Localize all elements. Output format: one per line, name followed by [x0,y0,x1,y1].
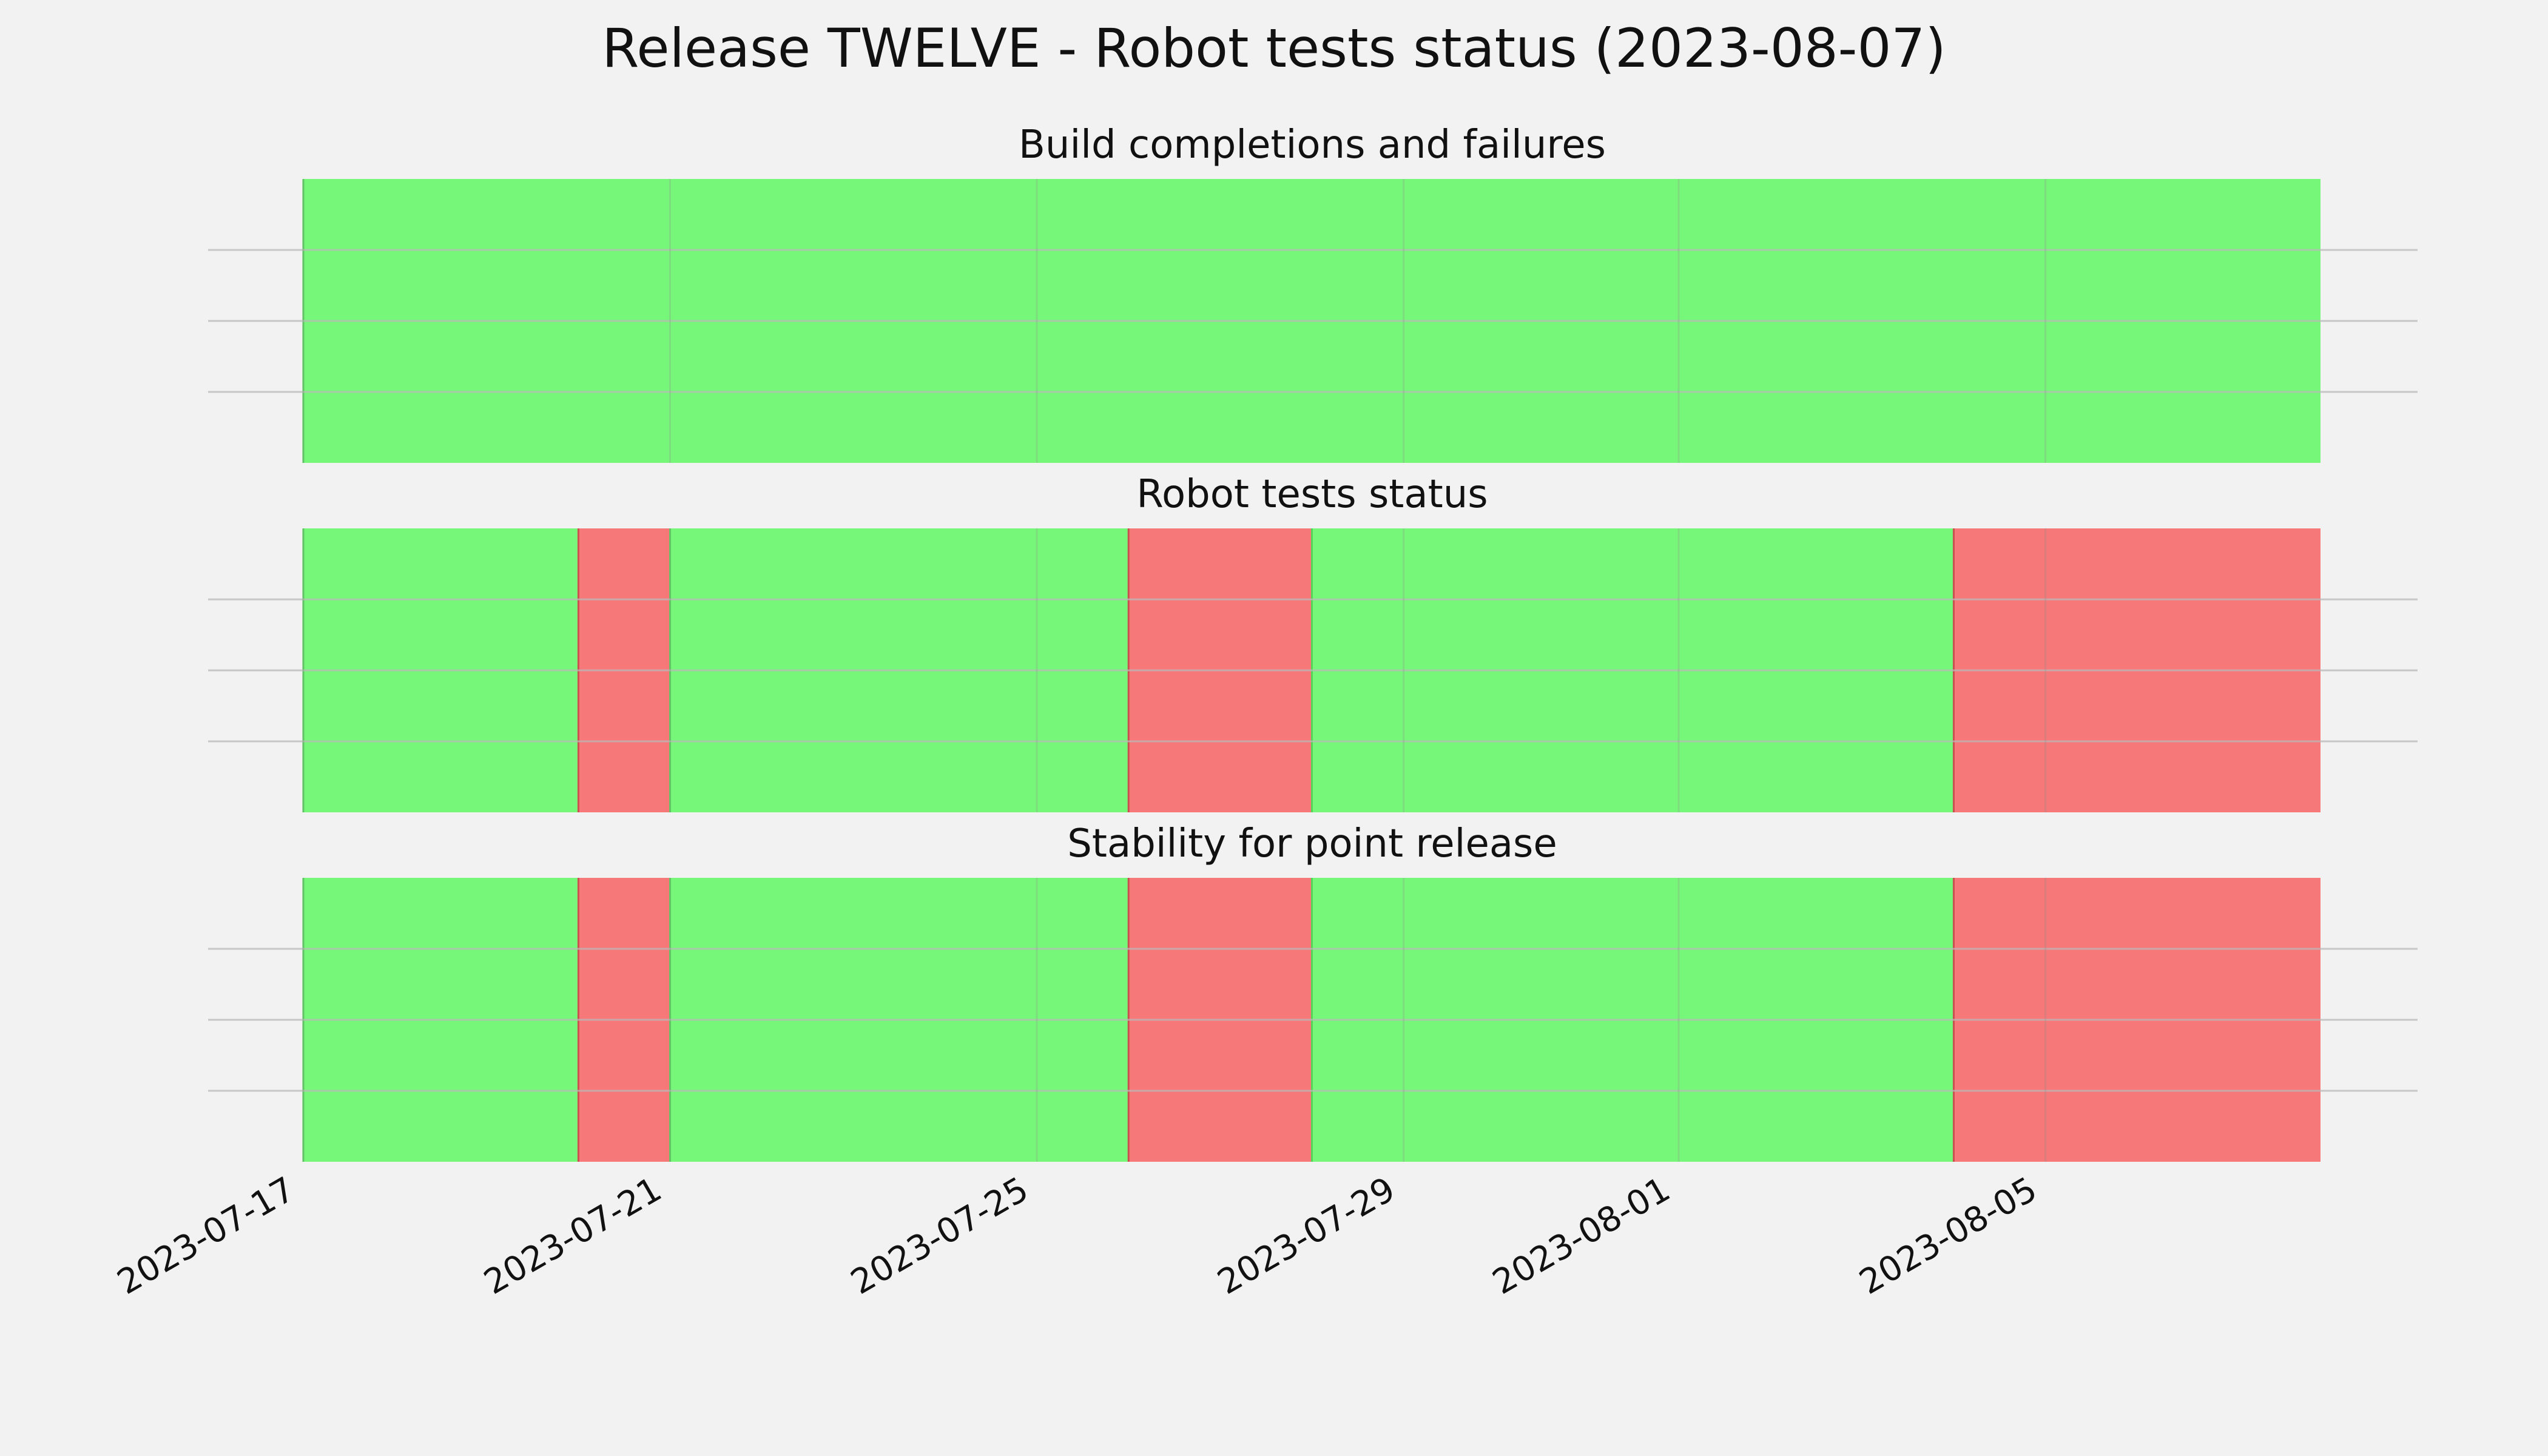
x-tick-label: 2023-07-29 [1211,1170,1401,1303]
panel-title: Build completions and failures [1019,123,1606,167]
x-tick-label: 2023-07-25 [844,1170,1035,1303]
x-axis: 2023-07-17 2023-07-21 2023-07-25 2023-07-29… [111,1170,2044,1303]
chart-title: Release TWELVE - Robot tests status (202… [602,17,1946,79]
panel-title: Robot tests status [1136,472,1488,517]
x-tick-label: 2023-07-21 [477,1170,668,1303]
panel-3: Stability for point release [208,821,2418,1162]
panel-1: Build completions and failures [208,123,2418,463]
panel-2: Robot tests status [208,472,2418,812]
panels: Build completions and failures Robot test… [208,123,2418,1162]
x-tick-label: 2023-08-01 [1486,1170,1677,1303]
panel-title: Stability for point release [1067,821,1557,866]
x-tick-label: 2023-07-17 [111,1170,302,1303]
x-tick-label: 2023-08-05 [1853,1170,2043,1303]
